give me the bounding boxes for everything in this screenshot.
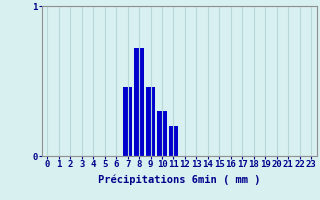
Bar <box>123 87 132 156</box>
Bar <box>134 48 144 156</box>
Bar <box>169 126 178 156</box>
Bar <box>157 111 167 156</box>
Bar <box>146 87 156 156</box>
X-axis label: Précipitations 6min ( mm ): Précipitations 6min ( mm ) <box>98 175 260 185</box>
